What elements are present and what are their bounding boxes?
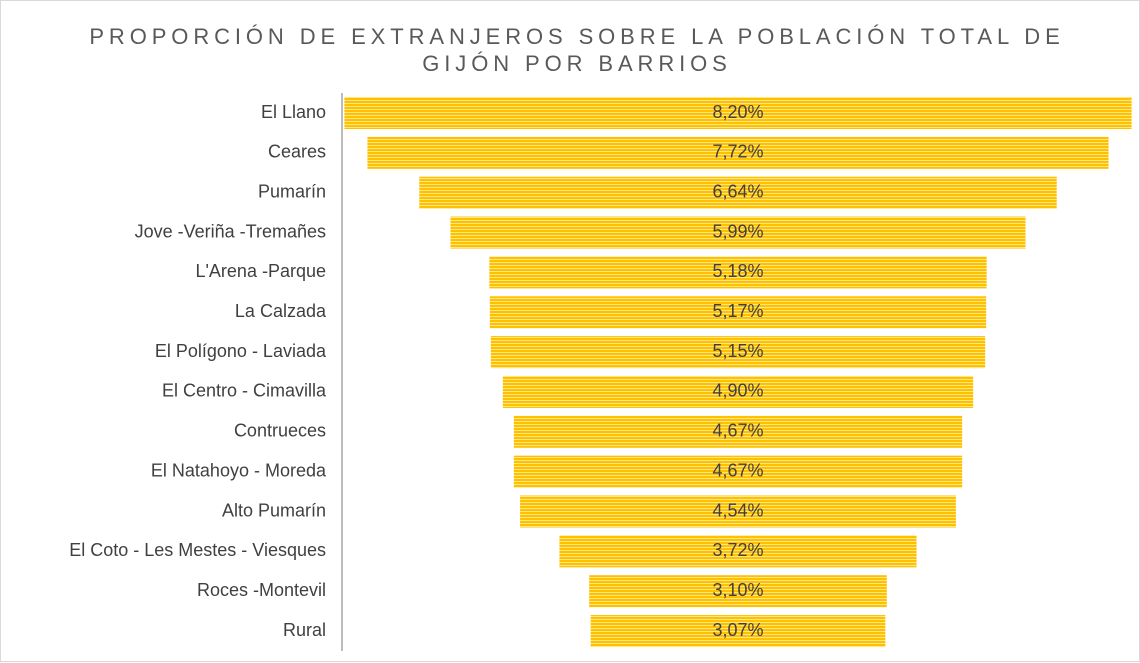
funnel-bar [419,176,1057,209]
funnel-bar [489,256,987,289]
category-label: Rural [283,620,326,640]
funnel-bar [589,575,887,608]
category-label: Ceares [268,142,326,162]
category-label: El Coto - Les Mestes - Viesques [69,540,326,560]
category-label: Jove -Veriña -Tremañes [135,221,326,241]
category-label: Pumarín [258,181,326,201]
value-label: 6,64% [712,181,763,201]
value-label: 4,67% [712,421,763,441]
funnel-bar [590,615,886,648]
value-label: 4,90% [712,381,763,401]
category-label: L'Arena -Parque [195,261,326,281]
funnel-bar [344,97,1132,129]
category-label: Contrueces [234,421,326,441]
funnel-bar [520,495,956,528]
value-label: 5,99% [712,221,763,241]
funnel-bar [502,375,974,408]
value-label: 3,07% [712,620,763,640]
category-label: El Llano [261,102,326,122]
value-label: 3,10% [712,580,763,600]
chart-title: PROPORCIÓN DE EXTRANJEROS SOBRE LA POBLA… [89,24,1065,76]
value-label: 3,72% [712,540,763,560]
value-label: 5,15% [712,341,763,361]
category-label: El Natahoyo - Moreda [151,460,327,480]
category-label: La Calzada [235,301,327,321]
value-label: 7,72% [712,142,763,162]
category-label: Alto Pumarín [222,500,326,520]
funnel-bar [559,535,917,568]
funnel-bar [513,415,963,448]
category-label: Roces -Montevil [197,580,326,600]
funnel-bar [513,455,963,488]
funnel-bar [489,296,987,329]
value-label: 5,18% [712,261,763,281]
value-label: 4,67% [712,460,763,480]
funnel-bar [367,136,1109,169]
funnel-bar [490,336,986,369]
funnel-bar [450,216,1026,249]
category-label: El Centro - Cimavilla [162,381,327,401]
value-label: 4,54% [712,500,763,520]
category-label: El Polígono - Laviada [155,341,327,361]
value-label: 8,20% [712,102,763,122]
value-label: 5,17% [712,301,763,321]
